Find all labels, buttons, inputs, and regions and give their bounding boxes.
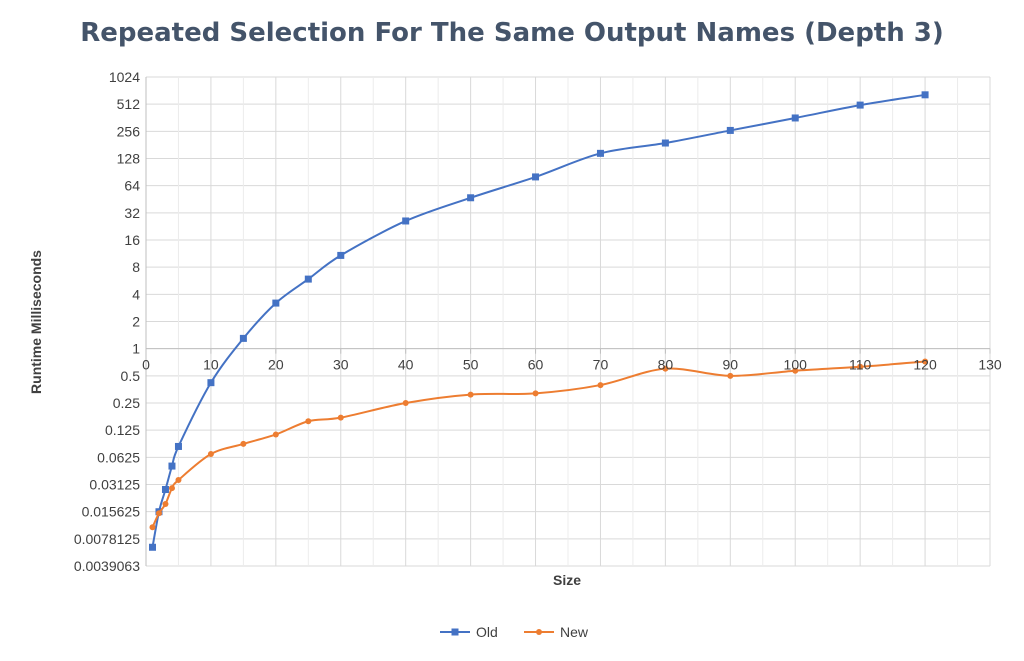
data-point-new: [168, 485, 175, 492]
y-tick-label: 0.5: [121, 368, 141, 384]
x-tick-label: 50: [463, 357, 479, 373]
y-tick-label: 0.0039063: [74, 558, 140, 574]
series-line-new: [151, 360, 926, 528]
data-point-new: [792, 367, 799, 374]
legend-label-new: New: [560, 624, 589, 640]
x-tick-label: 0: [142, 357, 150, 373]
y-tick-label: 128: [117, 151, 141, 167]
x-tick-label: 70: [593, 357, 609, 373]
data-point-old: [791, 114, 799, 122]
data-point-old: [532, 173, 540, 181]
data-point-new: [155, 510, 162, 517]
data-point-new: [207, 451, 214, 458]
legend-label-old: Old: [476, 624, 498, 640]
x-tick-label: 80: [658, 357, 674, 373]
data-point-old: [856, 101, 864, 109]
data-point-old: [161, 486, 169, 494]
tick-labels: 1024 512 256 128 64 32 16 8 4 2 1 0.5 0.25 0.125 0.062…: [74, 69, 1002, 574]
axes: [145, 77, 991, 566]
legend-marker-new: [536, 629, 542, 635]
y-tick-label: 2: [132, 314, 140, 330]
data-point-new: [922, 358, 929, 365]
data-point-new: [727, 372, 734, 379]
series-layer: [148, 91, 929, 551]
chart-title: Repeated Selection For The Same Output N…: [80, 18, 944, 48]
x-tick-label: 60: [528, 357, 544, 373]
x-tick-label: 130: [978, 357, 1002, 373]
data-point-new: [305, 418, 312, 425]
x-tick-label: 110: [849, 357, 872, 373]
x-tick-label: 90: [723, 357, 739, 373]
y-tick-label: 16: [124, 232, 140, 248]
y-tick-label: 0.25: [113, 395, 140, 411]
data-point-new: [149, 524, 156, 531]
x-axis-title: Size: [553, 572, 581, 588]
data-point-new: [532, 390, 539, 397]
y-tick-label: 0.03125: [89, 477, 140, 493]
x-tick-label: 100: [784, 357, 808, 373]
data-point-old: [207, 379, 215, 387]
data-point-new: [272, 431, 279, 438]
data-point-new: [597, 382, 604, 389]
data-point-old: [661, 139, 669, 147]
data-point-new: [162, 501, 169, 508]
y-tick-label: 32: [124, 205, 140, 221]
data-point-new: [402, 400, 409, 407]
y-tick-label: 0.0625: [97, 449, 140, 465]
data-point-old: [596, 149, 604, 157]
data-point-old: [921, 91, 929, 99]
data-point-old: [304, 275, 312, 283]
data-point-old: [272, 299, 280, 307]
y-tick-label: 4: [132, 286, 140, 302]
data-point-old: [148, 543, 156, 551]
data-point-old: [239, 334, 247, 342]
data-point-old: [174, 442, 182, 450]
data-point-old: [467, 194, 475, 202]
data-point-new: [662, 365, 669, 372]
x-tick-label: 40: [398, 357, 414, 373]
y-tick-label: 256: [117, 123, 141, 139]
data-point-new: [337, 414, 344, 421]
x-tick-label: 30: [333, 357, 349, 373]
data-point-new: [467, 391, 474, 398]
y-tick-label: 0.015625: [82, 504, 141, 520]
data-point-old: [402, 217, 410, 225]
y-tick-label: 1: [132, 341, 140, 357]
x-tick-label: 120: [913, 357, 937, 373]
y-tick-label: 8: [132, 259, 140, 275]
grid: [146, 76, 991, 567]
y-tick-label: 512: [117, 96, 141, 112]
legend-marker-old: [451, 628, 459, 636]
data-point-old: [726, 126, 734, 134]
data-point-new: [857, 363, 864, 370]
data-point-new: [175, 477, 182, 484]
x-tick-label: 20: [268, 357, 284, 373]
x-tick-label: 10: [203, 357, 219, 373]
y-tick-label: 0.125: [105, 422, 140, 438]
y-tick-label: 1024: [109, 69, 140, 85]
y-axis-title: Runtime Milliseconds: [28, 250, 44, 394]
y-tick-label: 0.0078125: [74, 531, 140, 547]
data-point-new: [240, 440, 247, 447]
y-tick-label: 64: [124, 178, 140, 194]
data-point-old: [168, 462, 176, 470]
legend: Old New: [440, 624, 589, 640]
data-point-old: [337, 251, 345, 259]
